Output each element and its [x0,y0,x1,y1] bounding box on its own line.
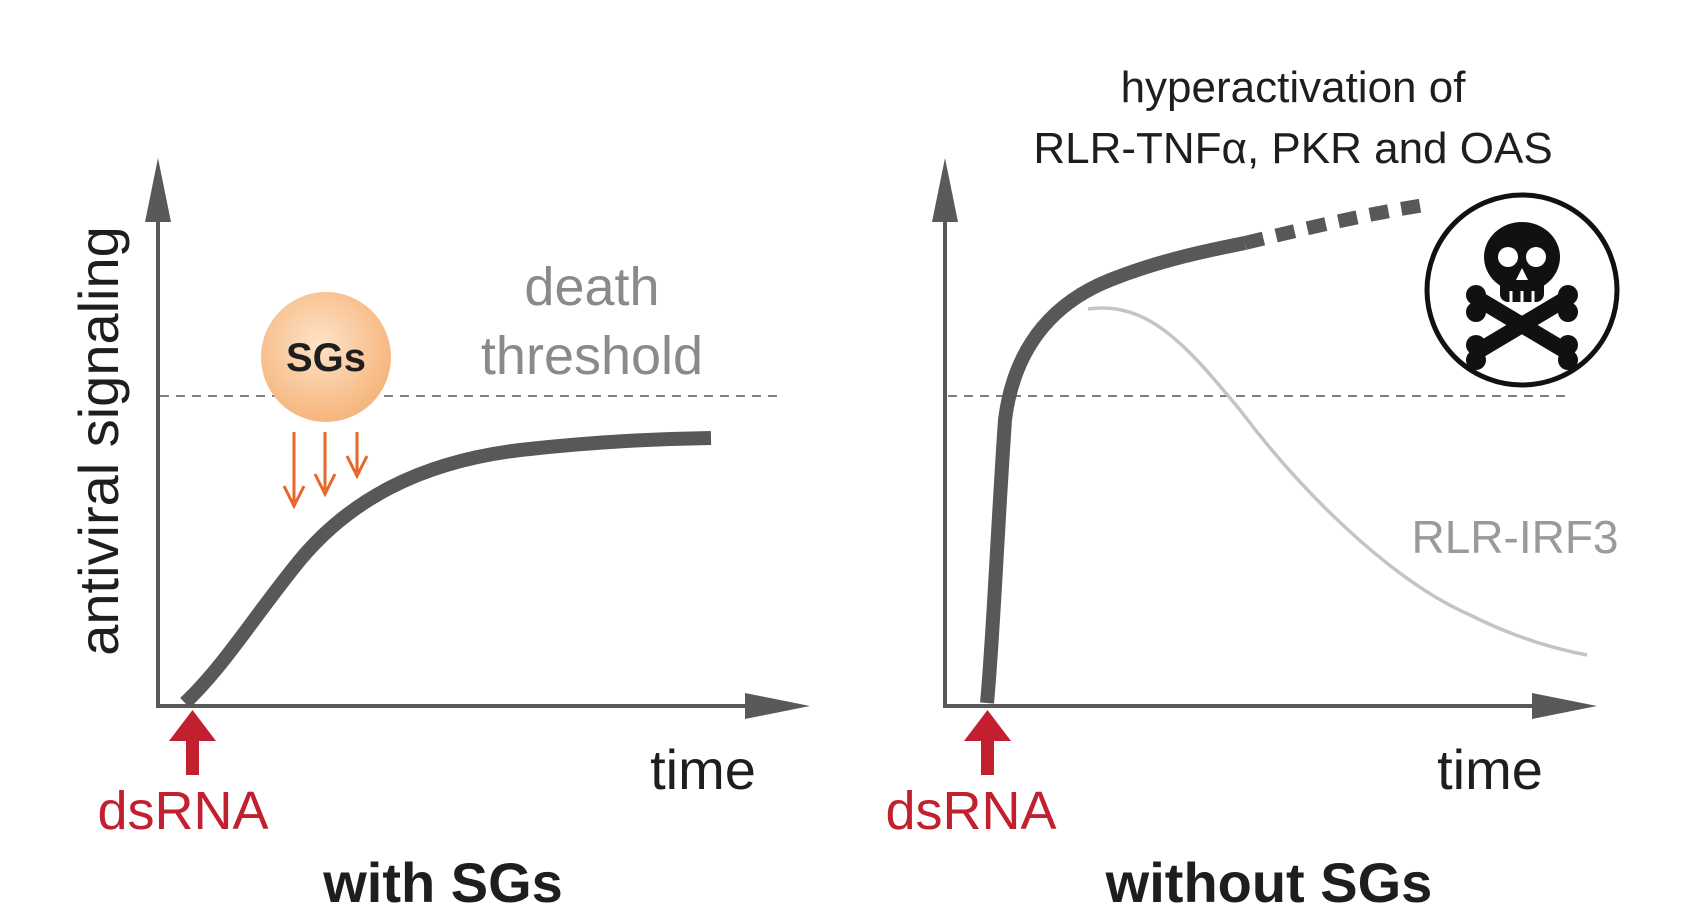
right-time-label: time [1437,738,1543,801]
stress-granule-circle [261,292,391,422]
right-antiviral-curve-extrapolation [1243,198,1427,250]
sg-dampening-arrows [282,432,369,510]
left-y-axis-arrowhead [145,158,171,222]
sg-label: SGs [286,336,366,380]
left-time-label: time [650,738,756,801]
right-antiviral-curve [980,236,1247,704]
left-panel: death threshold SGs dsRNA time antiviral… [67,158,810,914]
rlr-irf3-label: RLR-IRF3 [1411,511,1618,563]
left-threshold-label-line1: death [524,257,659,317]
right-y-axis-arrowhead [932,158,958,222]
left-threshold-label-line2: threshold [481,326,703,386]
left-dsrna-arrow [169,710,216,775]
right-panel: RLR-IRF3 [885,63,1620,914]
left-x-axis-arrowhead [745,693,810,719]
right-dsrna-label: dsRNA [885,781,1056,841]
right-dsrna-arrow [964,710,1011,775]
left-y-axis-label: antiviral signaling [67,226,130,656]
right-caption: without SGs [1105,851,1433,914]
left-caption: with SGs [322,851,563,914]
right-x-axis-arrowhead [1532,693,1597,719]
left-antiviral-curve [180,431,712,709]
rlr-irf3-curve [1087,306,1588,657]
hyperactivation-label-line2: RLR-TNFα, PKR and OAS [1033,124,1552,173]
skull-crossbones-icon [1424,192,1620,388]
left-dsrna-label: dsRNA [97,781,268,841]
hyperactivation-label-line1: hyperactivation of [1121,63,1467,112]
